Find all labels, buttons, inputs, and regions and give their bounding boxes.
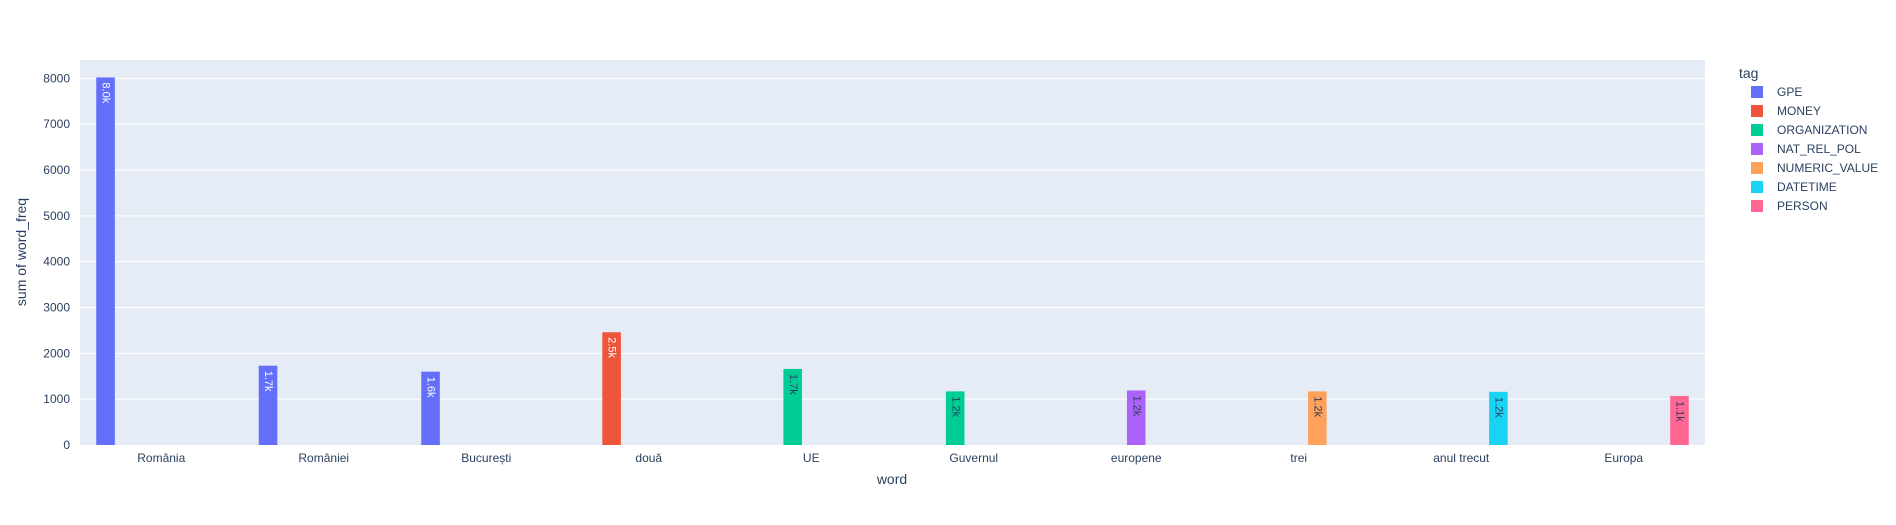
bar-value-label: 1.1k [1674, 401, 1686, 422]
legend-swatch-organization[interactable] [1751, 124, 1763, 136]
y-tick-label: 2000 [43, 346, 70, 360]
bar-value-label: 1.2k [949, 396, 961, 417]
bar-value-label: 1.6k [425, 377, 437, 398]
bars [96, 77, 1689, 446]
legend-swatch-nat_rel_pol[interactable] [1751, 143, 1763, 155]
y-tick-label: 5000 [43, 209, 70, 223]
bar-value-label: 1.2k [1311, 396, 1323, 417]
legend-label[interactable]: DATETIME [1777, 180, 1837, 194]
legend-label[interactable]: GPE [1777, 85, 1802, 99]
x-tick-label: Guvernul [949, 451, 998, 465]
x-tick-label: României [298, 451, 349, 465]
bar-value-label: 2.5k [606, 337, 618, 358]
x-axis-ticks: România României București două UE Guvernul eu… [137, 451, 1643, 465]
grid-lines [80, 77, 1705, 400]
legend-swatch-money[interactable] [1751, 105, 1763, 117]
legend-swatch-gpe[interactable] [1751, 86, 1763, 98]
y-tick-label: 0 [63, 438, 70, 452]
y-tick-label: 3000 [43, 301, 70, 315]
bar-value-label: 1.2k [1130, 395, 1142, 416]
legend-title: tag [1739, 65, 1758, 81]
legend-swatch-numeric_value[interactable] [1751, 162, 1763, 174]
y-tick-label: 4000 [43, 255, 70, 269]
bar-value-label: 1.2k [1492, 397, 1504, 418]
y-axis-ticks: 0 1000 2000 3000 4000 5000 6000 7000 8000 [43, 71, 70, 452]
legend-swatch-datetime[interactable] [1751, 181, 1763, 193]
y-axis-title: sum of word_freq [13, 198, 29, 306]
x-tick-label: Europa [1604, 451, 1643, 465]
bar-numeric_value[interactable] [1308, 391, 1327, 445]
legend-label[interactable]: PERSON [1777, 199, 1828, 213]
legend-label[interactable]: NAT_REL_POL [1777, 142, 1861, 156]
x-tick-label: trei [1290, 451, 1307, 465]
legend: tag GPE MONEY ORGANIZATION NAT_REL_POL NUMER… [1739, 65, 1878, 213]
bar-datetime[interactable] [1489, 391, 1508, 445]
x-tick-label: europene [1111, 451, 1162, 465]
x-tick-label: UE [803, 451, 820, 465]
bar-money[interactable] [602, 332, 621, 445]
y-tick-label: 1000 [43, 392, 70, 406]
y-tick-label: 7000 [43, 117, 70, 131]
bar-person[interactable] [1670, 395, 1689, 445]
bar-value-label: 8.0k [100, 82, 112, 103]
x-tick-label: anul trecut [1433, 451, 1490, 465]
x-tick-label: două [635, 451, 662, 465]
bar-organization[interactable] [783, 368, 802, 445]
legend-label[interactable]: MONEY [1777, 104, 1821, 118]
bar-gpe[interactable] [258, 365, 278, 445]
legend-label[interactable]: NUMERIC_VALUE [1777, 161, 1878, 175]
y-tick-label: 8000 [43, 71, 70, 85]
bar-organization[interactable] [945, 391, 965, 445]
x-tick-label: România [137, 451, 185, 465]
bar-gpe[interactable] [96, 77, 115, 446]
x-axis-title: word [876, 471, 907, 487]
legend-label[interactable]: ORGANIZATION [1777, 123, 1867, 137]
bar-gpe[interactable] [421, 371, 440, 445]
bar-labels: 8.0k 1.7k 1.6k 2.5k 1.7k 1.2k 1.2k 1.2k 1.2k 1.1k [100, 82, 1686, 422]
plot-background [80, 60, 1705, 445]
bar-value-label: 1.7k [262, 371, 274, 392]
legend-swatch-person[interactable] [1751, 200, 1763, 212]
bar-nat_rel_pol[interactable] [1126, 390, 1146, 445]
bar-value-label: 1.7k [787, 374, 799, 395]
y-tick-label: 6000 [43, 163, 70, 177]
x-tick-label: București [461, 451, 511, 465]
